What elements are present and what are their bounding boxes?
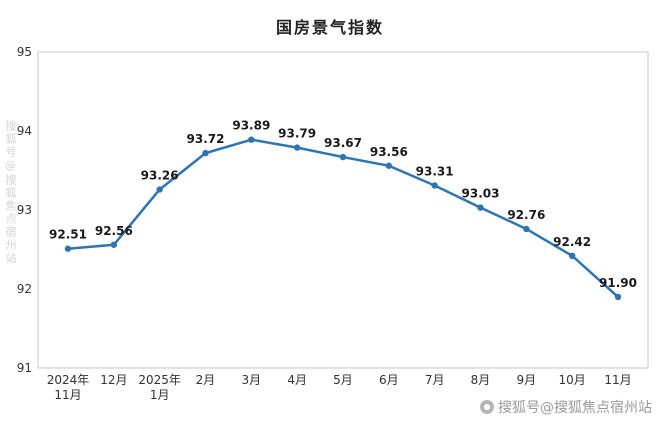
chart-title: 国房景气指数 bbox=[275, 18, 384, 37]
data-point bbox=[339, 153, 347, 161]
x-tick-label: 5月 bbox=[333, 373, 353, 387]
data-point bbox=[293, 144, 301, 151]
y-tick-label: 94 bbox=[17, 124, 32, 138]
data-point bbox=[568, 252, 576, 260]
x-tick-label: 12月 bbox=[100, 373, 127, 387]
plot-border bbox=[37, 51, 649, 369]
x-tick-label: 8月 bbox=[471, 373, 491, 387]
data-point bbox=[385, 162, 393, 169]
data-point bbox=[477, 204, 484, 211]
bottom-right-watermark: 搜狐号@搜狐焦点宿州站 bbox=[480, 397, 652, 417]
x-tick-label: 10月 bbox=[559, 373, 586, 387]
data-label: 93.56 bbox=[370, 145, 408, 159]
data-label: 92.51 bbox=[49, 228, 87, 242]
left-watermark: 搜狐号@搜狐焦点宿州站 bbox=[4, 120, 17, 265]
data-point bbox=[156, 186, 163, 193]
y-tick-label: 92 bbox=[17, 282, 32, 296]
data-point bbox=[202, 149, 209, 157]
y-tick-label: 93 bbox=[17, 203, 32, 217]
data-label: 92.56 bbox=[95, 224, 133, 238]
data-point bbox=[64, 245, 72, 252]
data-label: 93.31 bbox=[416, 165, 454, 179]
data-point bbox=[614, 293, 622, 301]
data-label: 93.89 bbox=[232, 119, 270, 133]
x-tick-label: 11月 bbox=[604, 373, 631, 387]
x-tick-label: 3月 bbox=[242, 373, 262, 387]
data-label: 93.03 bbox=[462, 187, 500, 201]
data-label: 91.90 bbox=[599, 276, 637, 290]
x-tick-label: 4月 bbox=[287, 373, 307, 387]
y-tick-label: 91 bbox=[17, 361, 32, 375]
data-point bbox=[431, 182, 438, 189]
x-tick-label: 9月 bbox=[517, 373, 537, 387]
x-tick-label: 7月 bbox=[425, 373, 445, 387]
x-tick-label: 2025年 1月 bbox=[138, 373, 181, 402]
data-point bbox=[523, 225, 530, 233]
data-label: 93.67 bbox=[324, 136, 362, 150]
x-tick-label: 2024年 11月 bbox=[47, 373, 90, 402]
data-label: 93.72 bbox=[187, 132, 225, 146]
data-label: 92.42 bbox=[553, 235, 591, 249]
data-point bbox=[248, 136, 255, 143]
watermark-text: 搜狐号@搜狐焦点宿州站 bbox=[498, 400, 652, 416]
sohu-logo-icon bbox=[480, 400, 494, 414]
y-tick-label: 95 bbox=[17, 45, 32, 59]
data-label: 92.76 bbox=[507, 208, 545, 222]
x-tick-label: 6月 bbox=[379, 373, 399, 387]
x-tick-label: 2月 bbox=[196, 373, 216, 387]
data-point bbox=[110, 241, 118, 248]
data-label: 93.79 bbox=[278, 127, 316, 141]
data-label: 93.26 bbox=[141, 168, 179, 182]
